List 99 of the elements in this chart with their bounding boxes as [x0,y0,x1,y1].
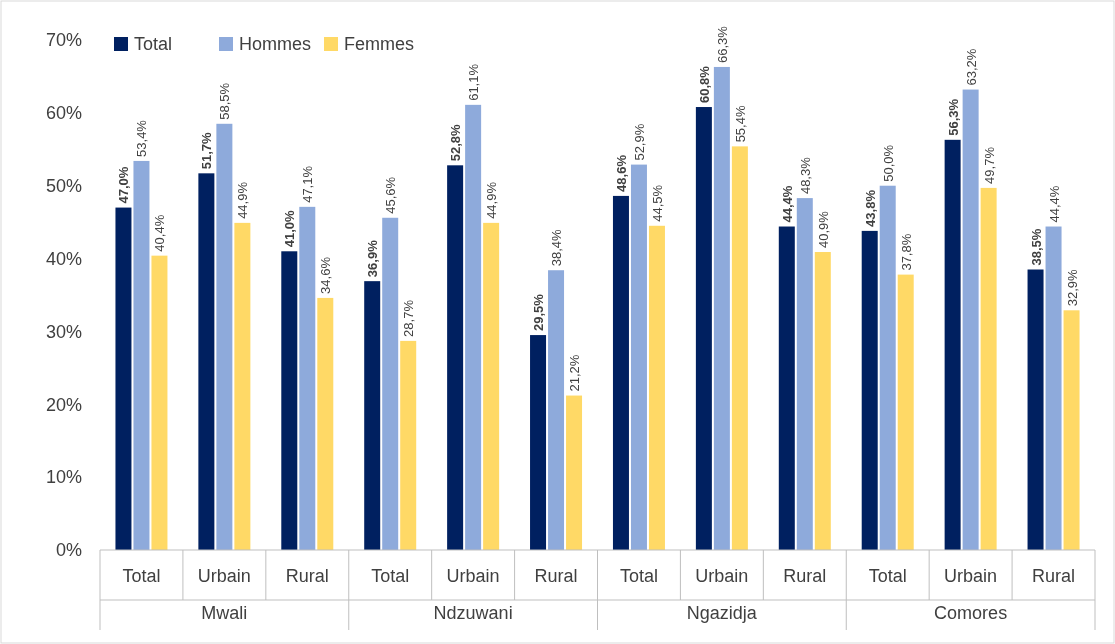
data-label: 50,0% [880,144,896,182]
bar [133,160,150,550]
x-tick-label: Total [619,566,658,586]
x-tick-label: Total [868,566,907,586]
data-label: 55,4% [732,105,748,143]
data-label: 61,1% [466,63,482,101]
y-tick-label: 20% [45,394,82,415]
bar [731,146,748,550]
bar [234,222,251,550]
bar [861,230,878,550]
data-label: 44,9% [484,181,500,219]
data-label: 28,7% [401,299,417,337]
bar [897,274,914,550]
data-label: 41,0% [282,209,298,248]
text: Mwali [201,603,248,623]
x-tick-label: Urbain [695,566,749,586]
bar [317,297,334,550]
bar [980,187,997,550]
y-tick-label: 30% [45,321,82,342]
legend-label: Hommes [239,34,312,54]
bar [465,104,482,550]
data-label: 29,5% [531,293,547,332]
bar [713,66,730,550]
x-tick-label: Rural [285,566,329,586]
data-label: 38,4% [549,228,565,267]
data-label: 52,9% [631,123,647,161]
data-label: 40,4% [152,214,168,252]
data-label: 34,6% [318,256,334,294]
bar [198,173,215,550]
bar [648,225,665,550]
bar [216,123,233,550]
y-tick-label: 60% [45,103,82,124]
x-tick-label: Urbain [446,566,500,586]
bar [566,395,583,550]
x-tick-label: Urbain [944,566,998,586]
x-tick-label: Total [122,566,161,586]
data-label: 63,2% [963,48,979,86]
bar [281,251,298,550]
data-label: 56,3% [945,98,961,136]
bar [630,164,647,550]
data-label: 44,4% [779,185,795,223]
data-label: 48,3% [797,156,813,195]
bar [1045,226,1062,550]
text: Comores [934,603,1008,623]
data-label: 47,0% [116,166,132,204]
bar [778,226,795,550]
bar [382,217,399,550]
x-tick-label: Rural [1032,566,1076,586]
data-label: 51,7% [199,132,215,170]
data-label: 21,2% [567,354,583,392]
data-label: 52,8% [448,124,464,162]
bar [447,165,464,550]
data-label: 45,6% [383,176,399,214]
y-tick-label: 0% [55,540,82,561]
data-label: 40,9% [815,210,831,249]
data-label: 60,8% [696,65,712,104]
bar [879,185,896,550]
bar [299,206,316,550]
bar [1063,310,1080,550]
bar [400,340,417,550]
bar [796,198,813,550]
text: Ngazidja [686,603,758,623]
bar [151,255,168,550]
y-tick-label: 70% [45,30,82,51]
data-label: 48,6% [613,154,629,192]
data-label: 37,8% [898,233,914,271]
x-tick-label: Urbain [197,566,251,586]
data-label: 43,8% [862,189,878,227]
data-label: 53,4% [134,119,150,157]
bar [115,207,132,550]
data-label: 66,3% [714,25,730,63]
data-label: 36,9% [365,239,381,278]
x-tick-label: Rural [534,566,578,586]
text: Ndzuwani [433,603,513,623]
legend-label: Total [134,34,173,54]
bar [483,222,500,550]
legend-label: Femmes [344,34,415,54]
data-label: 47,1% [300,165,316,203]
bar [530,335,547,550]
data-label: 32,9% [1064,269,1080,307]
x-tick-label: Total [371,566,410,586]
data-label: 44,4% [1046,185,1062,223]
bar [364,281,381,550]
bar [548,270,565,550]
data-label: 38,5% [1028,228,1044,266]
data-label: 49,7% [981,146,997,184]
bar [695,107,712,550]
y-tick-label: 40% [45,248,82,269]
data-label: 58,5% [217,82,233,120]
bar [612,195,629,550]
y-tick-label: 10% [45,467,82,488]
data-label: 44,5% [649,184,665,222]
data-label: 44,9% [235,181,251,219]
bar [962,89,979,550]
bar [944,139,961,550]
bar [1027,269,1044,550]
x-tick-label: Rural [783,566,827,586]
bar [814,252,831,550]
y-tick-label: 50% [45,176,82,197]
